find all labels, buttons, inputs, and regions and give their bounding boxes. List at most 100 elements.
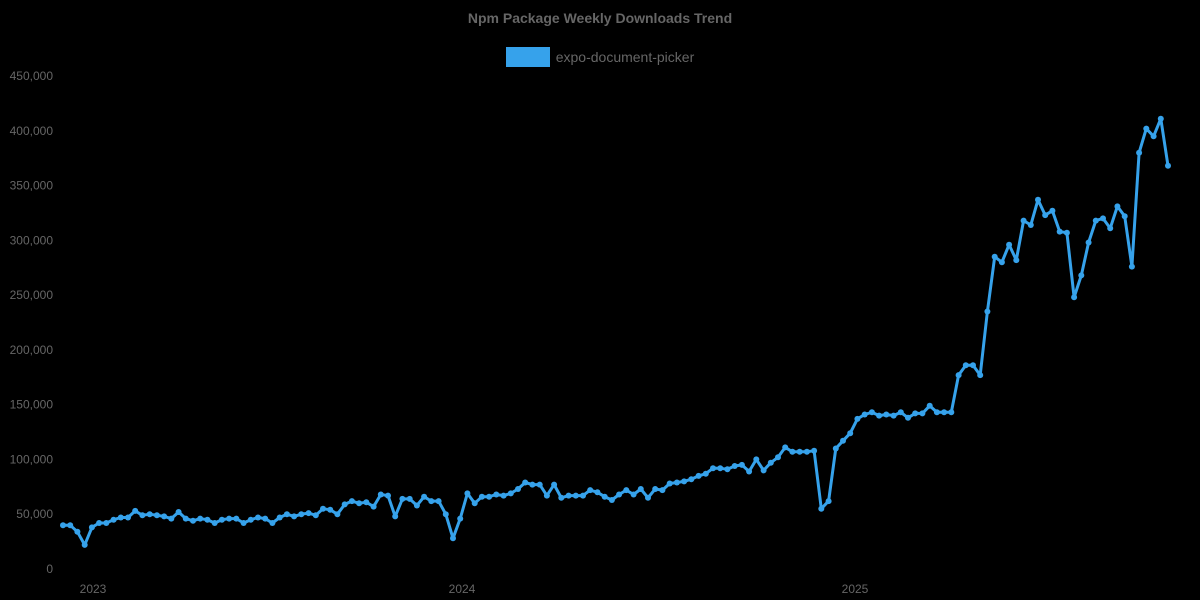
data-point[interactable] (1071, 294, 1078, 301)
data-point[interactable] (262, 515, 269, 522)
data-point[interactable] (182, 515, 189, 522)
data-point[interactable] (67, 522, 74, 529)
data-point[interactable] (897, 409, 904, 416)
data-point[interactable] (991, 253, 998, 260)
data-point[interactable] (731, 463, 738, 469)
data-point[interactable] (782, 444, 789, 451)
data-point[interactable] (681, 478, 688, 485)
data-point[interactable] (905, 414, 911, 421)
data-point[interactable] (327, 506, 334, 513)
data-point[interactable] (818, 505, 825, 512)
data-point[interactable] (377, 491, 384, 498)
data-point[interactable] (738, 461, 745, 468)
data-point[interactable] (392, 513, 399, 520)
data-point[interactable] (847, 430, 854, 437)
data-point[interactable] (1042, 212, 1049, 219)
data-point[interactable] (876, 412, 883, 419)
data-point[interactable] (608, 497, 615, 503)
data-point[interactable] (320, 505, 326, 512)
data-point[interactable] (153, 512, 160, 519)
data-point[interactable] (1128, 263, 1135, 270)
data-point[interactable] (543, 492, 550, 499)
data-point[interactable] (572, 492, 579, 499)
data-point[interactable] (269, 520, 276, 526)
data-point[interactable] (291, 513, 298, 520)
data-point[interactable] (775, 454, 781, 461)
data-point[interactable] (702, 470, 709, 477)
data-point[interactable] (1020, 217, 1027, 224)
data-point[interactable] (204, 516, 211, 523)
data-point[interactable] (811, 447, 818, 454)
data-point[interactable] (385, 492, 391, 499)
data-point[interactable] (919, 410, 926, 417)
data-point[interactable] (688, 476, 695, 483)
data-point[interactable] (500, 492, 507, 499)
data-point[interactable] (955, 372, 962, 379)
data-point[interactable] (110, 516, 117, 523)
data-point[interactable] (912, 410, 919, 417)
data-point[interactable] (962, 362, 969, 369)
data-point[interactable] (840, 437, 846, 444)
data-point[interactable] (493, 491, 500, 498)
data-point[interactable] (283, 511, 290, 518)
data-point[interactable] (941, 409, 948, 416)
data-point[interactable] (1157, 115, 1164, 122)
data-point[interactable] (341, 501, 348, 508)
data-point[interactable] (370, 503, 377, 510)
data-point[interactable] (868, 409, 875, 416)
data-point[interactable] (363, 499, 370, 506)
legend-swatch[interactable] (505, 47, 550, 67)
data-point[interactable] (753, 456, 760, 463)
data-point[interactable] (536, 481, 543, 488)
data-point[interactable] (507, 490, 514, 497)
data-point[interactable] (883, 411, 890, 418)
data-point[interactable] (977, 372, 984, 379)
data-point[interactable] (1114, 203, 1121, 210)
data-point[interactable] (724, 466, 731, 473)
data-point[interactable] (117, 514, 124, 521)
data-point[interactable] (175, 509, 182, 515)
data-point[interactable] (399, 495, 406, 502)
data-point[interactable] (948, 409, 955, 416)
data-point[interactable] (226, 515, 233, 522)
data-point[interactable] (81, 541, 88, 548)
data-point[interactable] (565, 492, 572, 499)
data-point[interactable] (132, 507, 139, 514)
data-point[interactable] (1013, 257, 1020, 264)
data-point[interactable] (1049, 207, 1056, 214)
data-point[interactable] (673, 479, 680, 486)
data-point[interactable] (1150, 133, 1157, 140)
data-point[interactable] (161, 513, 168, 520)
data-point[interactable] (146, 511, 153, 518)
data-point[interactable] (854, 415, 861, 422)
data-point[interactable] (218, 516, 225, 523)
data-point[interactable] (1056, 228, 1063, 235)
data-point[interactable] (825, 498, 832, 505)
data-point[interactable] (580, 492, 586, 499)
data-point[interactable] (298, 511, 305, 518)
data-point[interactable] (515, 486, 521, 492)
data-point[interactable] (435, 498, 442, 505)
data-point[interactable] (1136, 149, 1143, 156)
data-point[interactable] (1027, 222, 1034, 228)
data-point[interactable] (413, 502, 420, 509)
data-point[interactable] (710, 465, 716, 472)
legend-label[interactable]: expo-document-picker (555, 49, 695, 65)
data-point[interactable] (478, 493, 485, 500)
data-point[interactable] (998, 259, 1005, 266)
data-point[interactable] (970, 362, 976, 369)
data-point[interactable] (276, 514, 283, 521)
data-point[interactable] (1100, 215, 1106, 222)
data-point[interactable] (197, 515, 204, 522)
data-point[interactable] (312, 512, 319, 519)
data-point[interactable] (746, 468, 753, 475)
data-point[interactable] (587, 487, 594, 494)
data-point[interactable] (464, 490, 471, 497)
data-point[interactable] (103, 520, 110, 526)
data-point[interactable] (74, 528, 81, 535)
data-point[interactable] (168, 515, 175, 522)
data-point[interactable] (594, 489, 601, 496)
data-point[interactable] (933, 409, 940, 416)
data-point[interactable] (832, 445, 839, 452)
data-point[interactable] (767, 459, 774, 466)
